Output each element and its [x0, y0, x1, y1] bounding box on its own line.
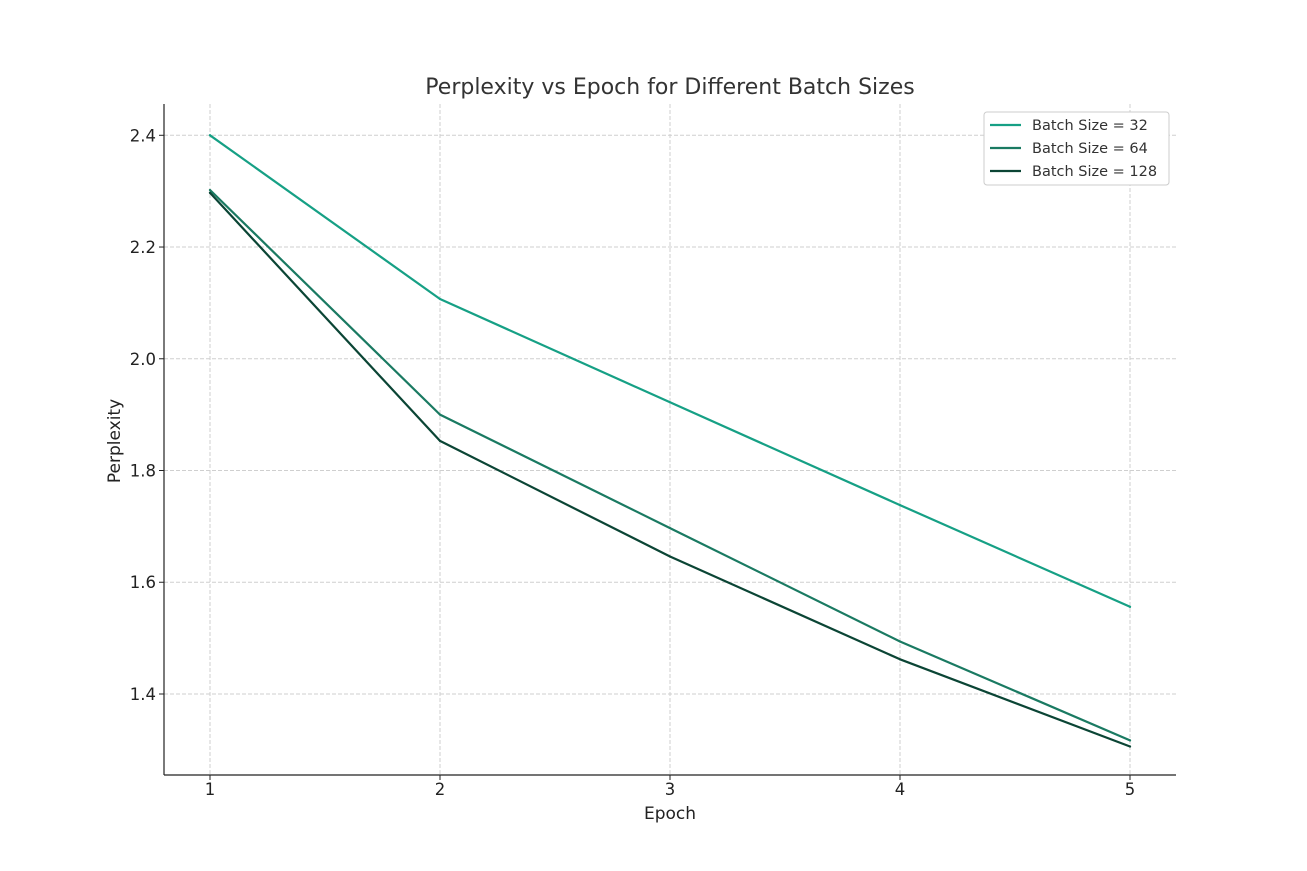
data-point — [898, 658, 902, 661]
y-axis-label: Perplexity — [105, 399, 125, 483]
y-tick-label: 2.0 — [130, 350, 156, 369]
x-tick-label: 1 — [205, 780, 216, 799]
data-point — [438, 439, 442, 442]
data-point — [438, 297, 442, 301]
legend-box — [983, 111, 1170, 186]
series-lines — [208, 134, 1132, 748]
x-tick-label: 4 — [895, 780, 906, 799]
data-point — [1128, 605, 1132, 608]
x-axis-label: Epoch — [644, 804, 696, 824]
y-tick-label: 1.6 — [130, 573, 156, 592]
chart-title: Perplexity vs Epoch for Different Batch … — [425, 75, 914, 100]
x-tick-label: 2 — [435, 780, 446, 799]
data-point — [898, 640, 902, 643]
y-tick-label: 2.2 — [130, 238, 156, 257]
legend-label: Batch Size = 32 — [1032, 118, 1148, 134]
legend: Batch Size = 32 Batch Size = 64 Batch Size… — [983, 111, 1170, 186]
data-point — [1128, 745, 1132, 748]
y-tick-label: 2.4 — [130, 126, 156, 145]
data-point — [208, 134, 212, 137]
y-ticks: 1.4 1.6 1.8 2.0 2.2 2.4 — [130, 126, 164, 704]
x-tick-label: 5 — [1125, 780, 1136, 799]
legend-label: Batch Size = 128 — [1032, 164, 1157, 180]
data-point — [668, 526, 672, 530]
x-ticks: 1 2 3 4 5 — [205, 775, 1136, 799]
data-point — [208, 191, 212, 194]
data-point — [668, 401, 672, 404]
data-point — [208, 188, 212, 192]
grid — [164, 104, 1176, 775]
x-tick-label: 3 — [665, 780, 676, 799]
data-point — [668, 555, 672, 558]
data-point — [438, 413, 442, 416]
data-point — [1128, 739, 1132, 742]
y-tick-label: 1.8 — [130, 462, 156, 481]
y-tick-label: 1.4 — [130, 685, 156, 704]
data-point — [898, 504, 902, 507]
legend-label: Batch Size = 64 — [1032, 141, 1148, 157]
